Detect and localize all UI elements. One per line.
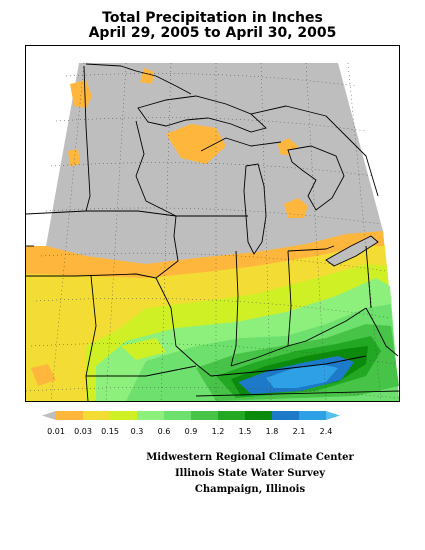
credit-line-3: Champaign, Illinois xyxy=(194,484,306,495)
legend-tick-labels: 0.01 0.03 0.15 0.3 0.6 0.9 1.2 1.5 1.8 2.1 2.4 xyxy=(47,427,332,436)
border-wv xyxy=(365,307,399,357)
legend-box xyxy=(272,411,299,420)
blob-0-01-west xyxy=(70,80,92,108)
border-mo-west xyxy=(85,275,97,401)
border-oh-pa xyxy=(365,245,372,309)
legend-box xyxy=(164,411,191,420)
border-wi-west xyxy=(135,120,177,217)
legend-tick-label: 1.8 xyxy=(266,427,279,436)
border-il-west xyxy=(155,277,212,377)
border-in-oh xyxy=(287,250,292,347)
border-ontario xyxy=(250,105,379,197)
legend-tick-label: 0.01 xyxy=(47,427,65,436)
border-mn-ia xyxy=(26,210,177,217)
credit-line-1: Midwestern Regional Climate Center xyxy=(146,452,354,463)
blob-0-01-nw xyxy=(68,149,80,166)
legend-box xyxy=(83,411,110,420)
border-ia-mo xyxy=(26,273,157,279)
legend-tick-label: 2.1 xyxy=(293,427,306,436)
precipitation-map xyxy=(25,45,400,402)
legend-tick-label: 0.9 xyxy=(185,427,198,436)
legend-arrow-left xyxy=(42,411,56,420)
border-up xyxy=(200,137,282,152)
legend-tick-label: 1.5 xyxy=(239,427,252,436)
legend-tick-label: 2.4 xyxy=(320,427,333,436)
legend-color-boxes xyxy=(42,411,340,420)
border-ky-tn xyxy=(210,355,367,377)
legend-box xyxy=(191,411,218,420)
map-title-line-1: Total Precipitation in Inches xyxy=(102,10,323,26)
lake-erie xyxy=(325,235,379,267)
credit-line-2: Illinois State Water Survey xyxy=(174,468,326,479)
border-oh-ky xyxy=(287,307,367,347)
lake-superior xyxy=(137,95,267,133)
legend-box xyxy=(137,411,164,420)
legend-tick-label: 0.3 xyxy=(131,427,144,436)
border-mo-south xyxy=(86,365,197,377)
border-tn-south xyxy=(195,390,399,397)
border-mi-oh xyxy=(287,245,335,252)
lake-michigan xyxy=(243,163,267,255)
legend-box xyxy=(245,411,272,420)
legend-arrow-right xyxy=(326,411,340,420)
blob-0-01-superior xyxy=(166,124,226,164)
border-in-ky xyxy=(230,345,289,367)
border-ia-il xyxy=(155,215,179,279)
map-title-line-2: April 29, 2005 to April 30, 2005 xyxy=(88,25,337,41)
legend-tick-label: 0.6 xyxy=(158,427,171,436)
blob-0-01-mich xyxy=(284,198,308,218)
border-canada xyxy=(85,63,192,95)
legend-box xyxy=(110,411,137,420)
blob-0-15-south xyxy=(121,338,166,360)
border-il-in xyxy=(230,250,239,367)
band-2-1 xyxy=(266,364,338,388)
border-mn-east xyxy=(83,65,91,212)
color-legend: 0.01 0.03 0.15 0.3 0.6 0.9 1.2 1.5 1.8 2.1 2.4 xyxy=(0,408,425,440)
blob-0-01-north xyxy=(140,68,154,84)
legend-box xyxy=(299,411,326,420)
lake-huron xyxy=(287,145,345,211)
blob-0-01-sw xyxy=(31,364,56,386)
legend-box xyxy=(218,411,245,420)
legend-tick-label: 1.2 xyxy=(212,427,225,436)
legend-box xyxy=(56,411,83,420)
legend-tick-label: 0.15 xyxy=(101,427,119,436)
legend-tick-label: 0.03 xyxy=(74,427,92,436)
